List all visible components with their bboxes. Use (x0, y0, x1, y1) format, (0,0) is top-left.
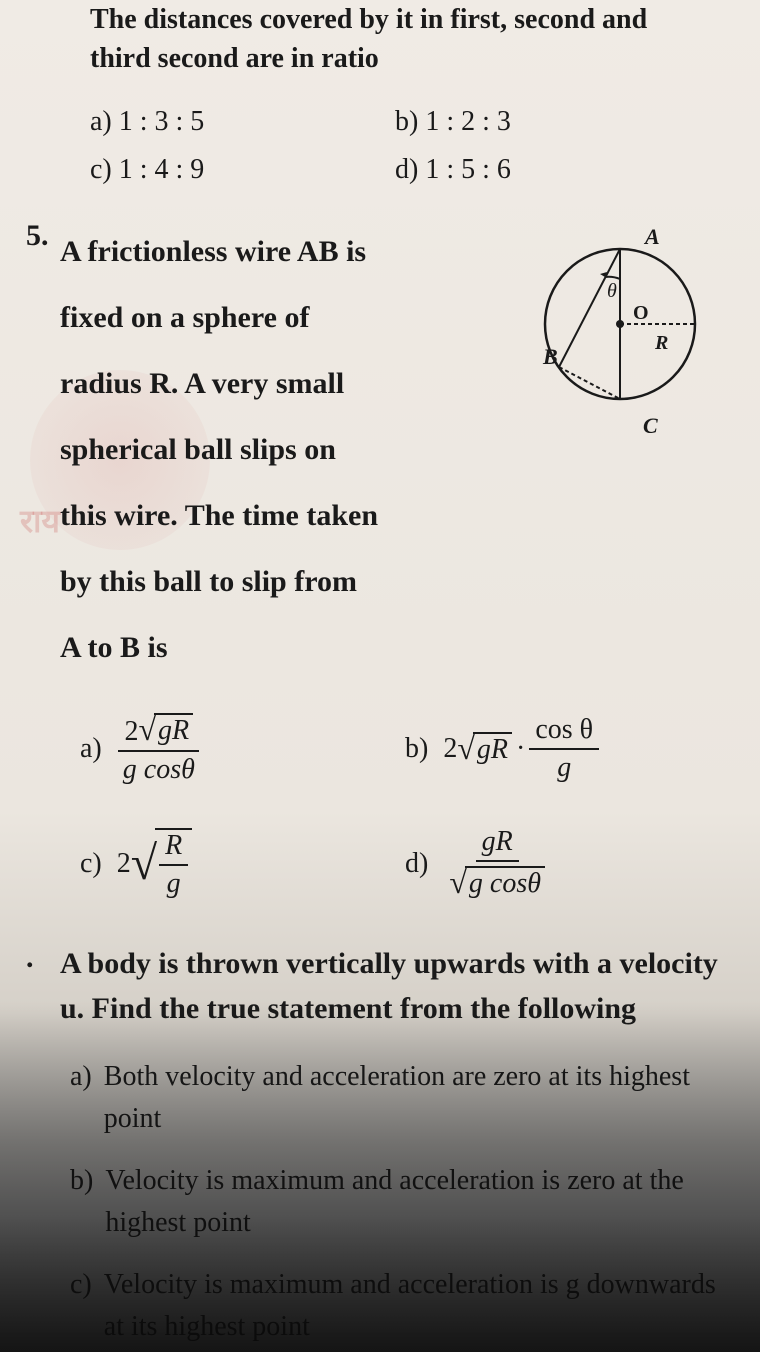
q5-options-row1: a) 2√gR g cosθ b) 2√gR · cos θ g (80, 711, 730, 786)
q5-diagram: A B O R C θ (525, 219, 705, 439)
watermark-text: राय (20, 499, 60, 542)
q6-a-text: Both velocity and acceleration are zero … (104, 1056, 730, 1140)
q5-number: 5. (26, 219, 49, 253)
q6-text: A body is thrown vertically upwards with… (30, 941, 730, 1031)
q5-b-top: cos θ (529, 714, 599, 750)
q5-line3: radius R. A very small (60, 351, 485, 417)
diagram-label-theta: θ (607, 280, 617, 302)
q5-line7: A to B is (60, 615, 485, 681)
q5-b-dot: · (516, 733, 525, 765)
question-5: 5. A frictionless wire AB is fixed on a … (30, 219, 730, 901)
q5-b-sqrt: gR (473, 732, 512, 766)
q6-options: a) Both velocity and acceleration are ze… (30, 1056, 730, 1348)
q5-option-b: b) 2√gR · cos θ g (405, 711, 730, 786)
q6-option-b: b) Velocity is maximum and acceleration … (70, 1160, 730, 1244)
q5-a-bot: g cosθ (117, 752, 201, 786)
q6-c-label: c) (70, 1264, 92, 1348)
q5-text: A frictionless wire AB is fixed on a sph… (30, 219, 485, 681)
q5-options: a) 2√gR g cosθ b) 2√gR · cos θ g (30, 711, 730, 901)
q5-line4: spherical ball slips on (60, 417, 485, 483)
q6-option-c: c) Velocity is maximum and acceleration … (70, 1264, 730, 1348)
q6-b-label: b) (70, 1160, 93, 1244)
q4-option-c: c) 1 : 4 : 9 (90, 154, 395, 186)
q5-line1: A frictionless wire AB is (60, 219, 485, 285)
q6-a-label: a) (70, 1056, 92, 1140)
q5-d-bot: g cosθ (465, 866, 545, 900)
q6-option-a: a) Both velocity and acceleration are ze… (70, 1056, 730, 1140)
q4-option-d: d) 1 : 5 : 6 (395, 154, 700, 186)
q5-c-coeff: 2 (117, 848, 131, 880)
diagram-label-b: B (542, 344, 558, 369)
q5-option-d: d) gR √g cosθ (405, 826, 730, 901)
q5-opt-c-label: c) (80, 848, 102, 880)
diagram-label-r: R (654, 332, 668, 354)
q5-opt-a-label: a) (80, 733, 102, 765)
q6-b-text: Velocity is maximum and acceleration is … (105, 1160, 730, 1244)
q5-option-c: c) 2 √ R g (80, 826, 405, 901)
q5-opt-b-label: b) (405, 733, 428, 765)
q5-a-sqrt: gR (154, 713, 193, 747)
q4-option-a: a) 1 : 3 : 5 (90, 106, 395, 138)
q6-c-text: Velocity is maximum and acceleration is … (104, 1264, 730, 1348)
q5-a-coeff: 2 (124, 716, 138, 747)
diagram-label-a: A (643, 224, 660, 249)
q5-c-top: R (159, 830, 188, 866)
question-4-intro: The distances covered by it in first, se… (30, 0, 730, 98)
q5-line6: by this ball to slip from (60, 549, 485, 615)
q5-c-bot: g (161, 866, 187, 900)
diagram-label-c: C (643, 413, 658, 438)
q4-option-b: b) 1 : 2 : 3 (395, 106, 700, 138)
q5-b-bot: g (551, 750, 577, 784)
q6-number: . (26, 941, 34, 975)
q5-b-coeff: 2 (443, 733, 457, 765)
q5-d-top: gR (476, 826, 519, 862)
q4-options-row2: c) 1 : 4 : 9 d) 1 : 5 : 6 (30, 146, 730, 194)
q4-options-row1: a) 1 : 3 : 5 b) 1 : 2 : 3 (30, 98, 730, 146)
q5-opt-d-label: d) (405, 848, 428, 880)
q5-option-a: a) 2√gR g cosθ (80, 711, 405, 786)
diagram-label-o: O (633, 302, 649, 324)
q5-line2: fixed on a sphere of (60, 285, 485, 351)
q5-line5: this wire. The time taken (60, 483, 485, 549)
question-6: . A body is thrown vertically upwards wi… (30, 941, 730, 1348)
q5-options-row2: c) 2 √ R g d) gR √g cosθ (80, 826, 730, 901)
